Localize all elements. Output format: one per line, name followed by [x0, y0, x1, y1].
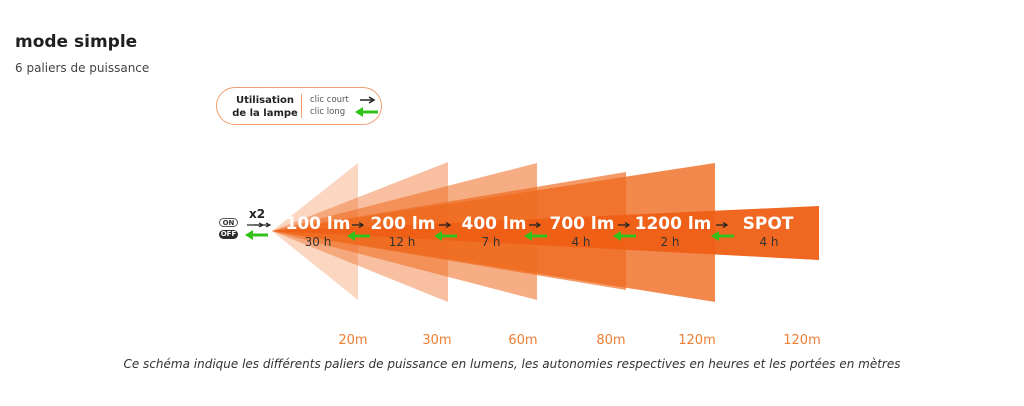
usage-divider — [301, 94, 302, 118]
level-4-range: 80m — [596, 333, 626, 348]
level-4-hours: 4 h — [571, 235, 591, 249]
page-title: mode simple — [15, 32, 138, 52]
long-click-label: clic long — [310, 107, 346, 117]
page-subtitle: 6 paliers de puissance — [15, 61, 150, 75]
usage-label: Utilisation de la lampe — [232, 95, 298, 119]
short-click-arrow-icon — [360, 96, 376, 104]
double-click-label: x2 — [249, 207, 266, 221]
off-badge: OFF — [219, 230, 238, 239]
double-click-arrows-icon — [247, 222, 272, 228]
level-3-lumens: 400 lm — [461, 214, 527, 234]
long-click-arrow-icon — [711, 231, 734, 241]
short-click-arrow-icon — [618, 221, 631, 229]
long-click-arrow-icon — [434, 231, 457, 241]
beam-spot — [272, 206, 819, 260]
on-badge: ON — [219, 218, 238, 227]
short-click-label: clic court — [310, 95, 349, 105]
long-click-arrow-icon — [524, 231, 547, 241]
level-5-range: 120m — [678, 333, 716, 348]
short-click-arrow-icon — [439, 221, 452, 229]
short-click-arrow-icon — [529, 221, 542, 229]
level-spot-range: 120m — [783, 333, 821, 348]
level-3-range: 60m — [508, 333, 538, 348]
long-click-arrow-icon — [355, 107, 378, 117]
diagram-caption: Ce schéma indique les différents paliers… — [123, 357, 901, 371]
level-2-range: 30m — [422, 333, 452, 348]
long-click-arrow-icon — [347, 231, 370, 241]
level-3-hours: 7 h — [481, 235, 501, 249]
long-click-arrow-icon — [613, 231, 636, 241]
usage-legend: Utilisation de la lampe clic court clic … — [216, 87, 382, 125]
level-1-hours: 30 h — [304, 235, 332, 249]
level-5-hours: 2 h — [660, 235, 680, 249]
off-long-click-arrow-icon — [245, 230, 268, 240]
level-spot-hours: 4 h — [759, 235, 779, 249]
level-4-lumens: 700 lm — [549, 214, 615, 234]
level-2-hours: 12 h — [388, 235, 416, 249]
level-spot-label: SPOT — [742, 214, 794, 234]
short-click-arrow-icon — [352, 221, 365, 229]
level-1-lumens: 100 lm — [285, 214, 351, 234]
level-2-lumens: 200 lm — [370, 214, 436, 234]
short-click-arrow-icon — [716, 221, 729, 229]
level-5-lumens: 1200 lm — [634, 214, 712, 234]
level-1-range: 20m — [338, 333, 368, 348]
